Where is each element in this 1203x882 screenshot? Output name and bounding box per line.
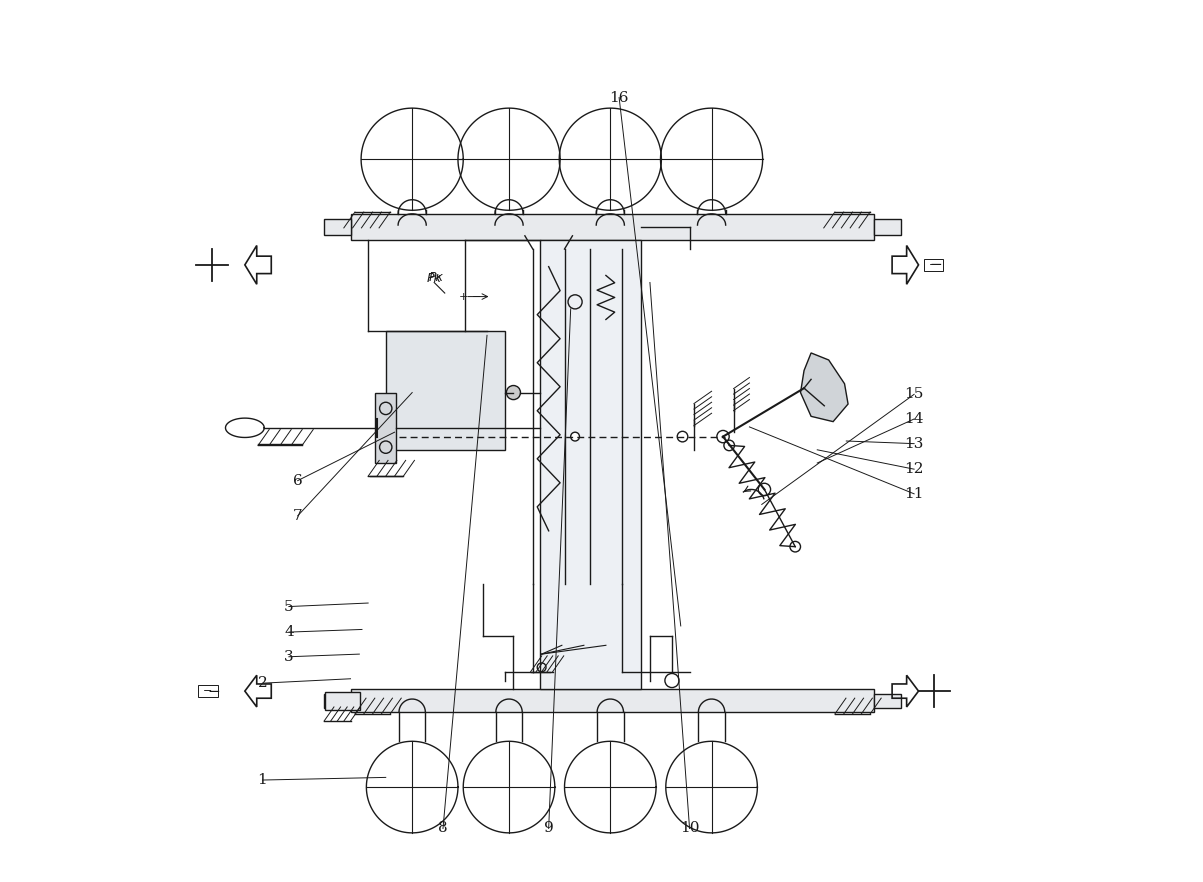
Text: 8: 8: [438, 821, 448, 835]
Bar: [324, 219, 350, 235]
Bar: [198, 685, 218, 698]
Bar: [375, 392, 396, 463]
Text: −: −: [930, 258, 942, 273]
Text: 3: 3: [284, 650, 294, 664]
Bar: [325, 691, 360, 710]
Circle shape: [677, 431, 688, 442]
Bar: [386, 331, 504, 450]
Text: Рк: Рк: [428, 271, 444, 284]
Text: 5: 5: [284, 600, 294, 614]
Text: 10: 10: [680, 821, 699, 835]
Text: 14: 14: [905, 412, 924, 426]
Text: 4: 4: [284, 625, 294, 639]
Bar: [350, 213, 875, 240]
Text: Рк: Рк: [427, 272, 442, 285]
Bar: [324, 694, 350, 707]
Text: 16: 16: [610, 91, 629, 105]
Text: 11: 11: [905, 487, 924, 501]
Text: 7: 7: [292, 509, 302, 523]
Bar: [875, 219, 901, 235]
Text: −: −: [208, 684, 220, 699]
Bar: [875, 694, 901, 707]
Text: 15: 15: [905, 387, 924, 401]
Text: 1: 1: [257, 773, 267, 787]
Circle shape: [570, 432, 580, 441]
Circle shape: [506, 385, 521, 400]
Text: 6: 6: [292, 474, 303, 488]
Text: −: −: [929, 260, 938, 270]
Bar: [540, 240, 641, 690]
Bar: [350, 690, 875, 713]
Text: 9: 9: [544, 821, 553, 835]
Bar: [924, 258, 943, 271]
Text: 2: 2: [257, 676, 267, 691]
Text: 12: 12: [905, 462, 924, 476]
Polygon shape: [800, 353, 848, 422]
Text: −: −: [203, 686, 213, 696]
Text: +: +: [458, 292, 468, 302]
Text: −: −: [472, 292, 481, 302]
Text: 13: 13: [905, 437, 924, 451]
